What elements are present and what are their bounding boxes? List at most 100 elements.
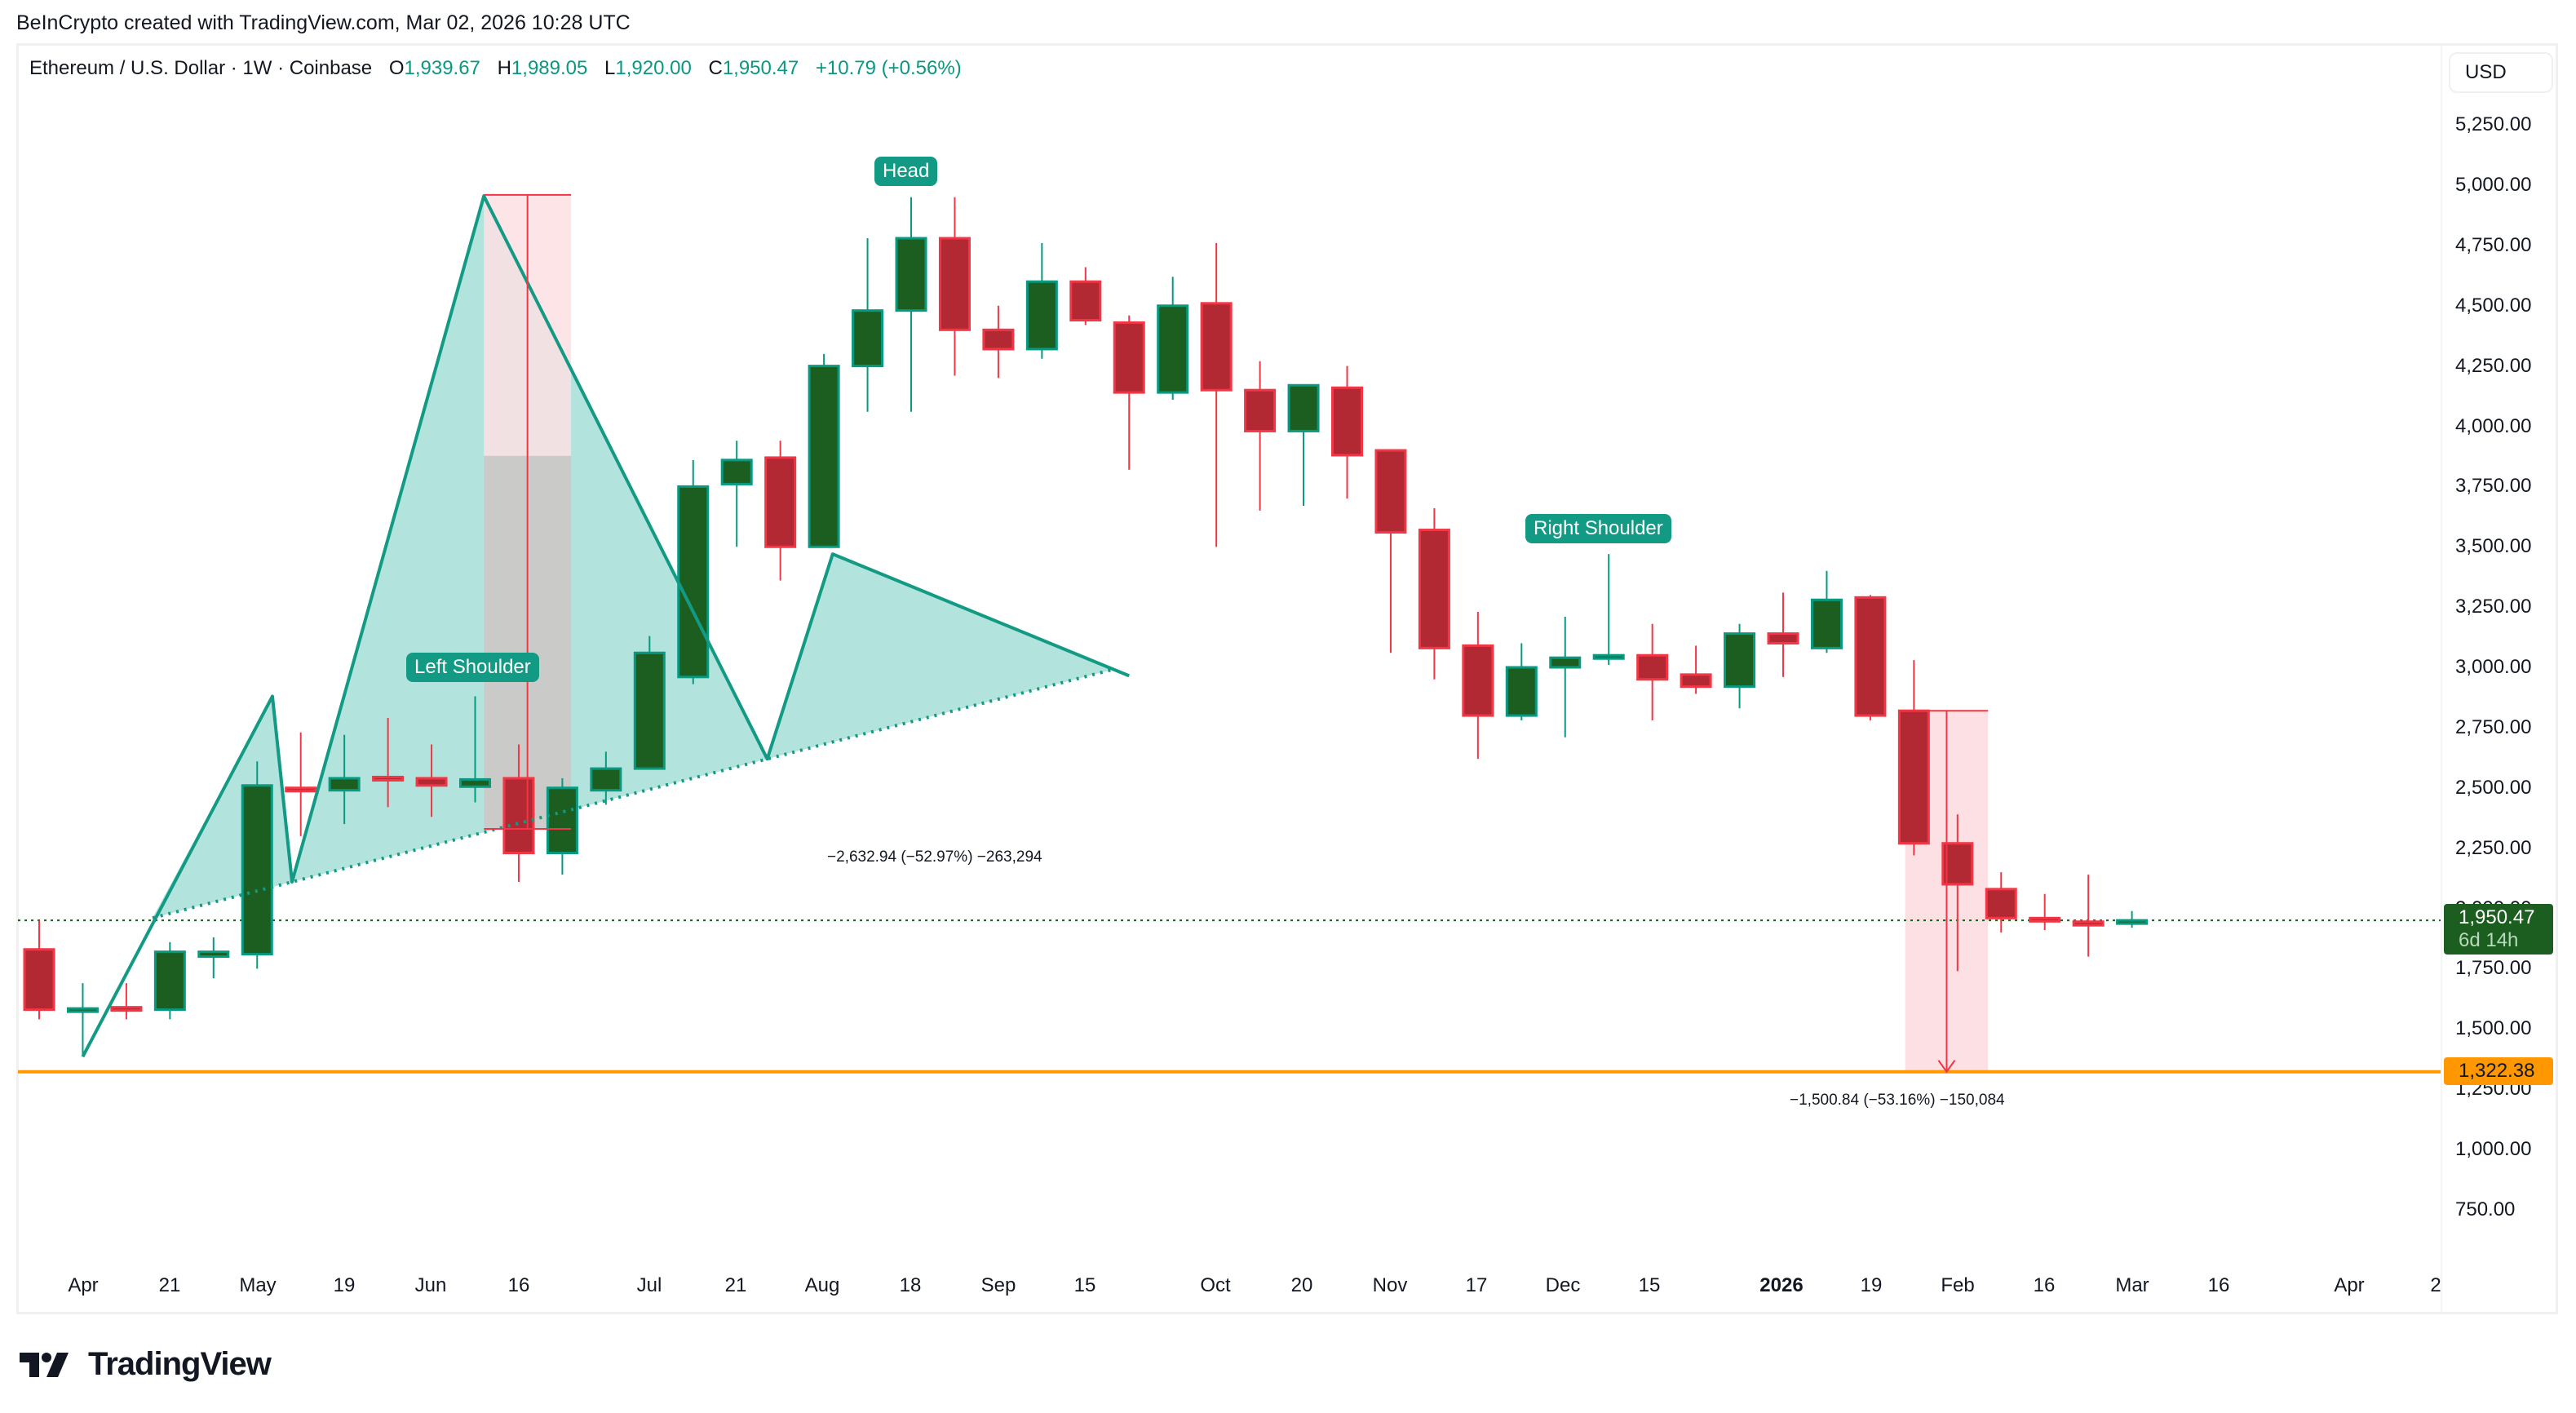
candle-body [415, 777, 448, 787]
symbol-title[interactable]: Ethereum / U.S. Dollar · 1W · Coinbase [29, 57, 373, 79]
candle-body [1244, 388, 1277, 432]
candle-body [2116, 919, 2149, 925]
candle-body [808, 365, 840, 548]
price-axis-label: 4,500.00 [2455, 294, 2532, 317]
time-axis-label: Aug [804, 1274, 840, 1296]
candle-body [1069, 280, 1102, 321]
close-label: C [708, 57, 723, 79]
candle-body [1113, 321, 1145, 394]
time-axis-label: 18 [899, 1274, 922, 1296]
neckline [152, 668, 1113, 920]
tradingview-logo[interactable]: TradingView [20, 1346, 272, 1383]
candle-body [372, 775, 405, 782]
time-axis-label: Apr [2334, 1274, 2365, 1296]
bar-countdown: 6d 14h [2459, 929, 2519, 951]
candle-body [153, 950, 186, 1012]
close-value: 1,950.47 [722, 57, 799, 79]
candle-body [1985, 888, 2017, 919]
time-axis-label: 2 [2430, 1274, 2441, 1296]
price-axis-label: 3,000.00 [2455, 656, 2532, 678]
candle-body [1200, 302, 1233, 392]
open-value: 1,939.67 [404, 57, 480, 79]
time-axis-label: 16 [2207, 1274, 2230, 1296]
candle-body [241, 784, 273, 956]
candle-body [1287, 383, 1320, 432]
time-axis-label: Nov [1372, 1274, 1408, 1296]
price-axis-label: 1,750.00 [2455, 957, 2532, 980]
price-axis-label: 4,750.00 [2455, 233, 2532, 256]
arrow-down-icon [1937, 1060, 1956, 1074]
candle-body [1680, 673, 1712, 689]
time-axis-label: 16 [2033, 1274, 2056, 1296]
time-axis-label: Feb [1941, 1274, 1975, 1296]
time-axis-label: 16 [507, 1274, 530, 1296]
chart-credit: BeInCrypto created with TradingView.com,… [16, 11, 631, 34]
candle-body [197, 950, 230, 959]
price-axis-label: 1,000.00 [2455, 1138, 2532, 1160]
candle-body [590, 767, 622, 792]
current-price-tag: 1,950.47 6d 14h [2444, 904, 2553, 955]
right-shoulder-label[interactable]: Right Shoulder [1525, 514, 1671, 543]
candle-body [1941, 842, 1974, 886]
time-axis-label: 19 [1860, 1274, 1883, 1296]
candle-body [764, 456, 797, 548]
candle-body [1897, 709, 1930, 845]
change-value: +10.79 (+0.56%) [815, 57, 962, 79]
candle-body [1418, 529, 1450, 649]
candle-body [2029, 916, 2061, 923]
candle-body [285, 786, 317, 793]
candle-body [1724, 632, 1756, 689]
candle-body [677, 485, 710, 679]
candle-body [1374, 449, 1407, 534]
time-axis-label: Oct [1200, 1274, 1231, 1296]
time-axis-label: 15 [1638, 1274, 1661, 1296]
candle-body [502, 777, 535, 855]
price-axis-label: 4,000.00 [2455, 414, 2532, 437]
price-axis-label: 5,000.00 [2455, 174, 2532, 196]
candle-body [895, 237, 927, 312]
time-axis-label: Mar [2115, 1274, 2149, 1296]
candle-body [720, 458, 753, 485]
candle-body [1854, 596, 1887, 717]
candle-body [852, 309, 884, 368]
time-axis-label: Jul [636, 1274, 662, 1296]
candle-body [938, 237, 971, 331]
time-axis-label: 19 [333, 1274, 356, 1296]
tradingview-wordmark: TradingView [88, 1346, 272, 1382]
time-axis-label: 21 [158, 1274, 181, 1296]
time-axis-label: Dec [1545, 1274, 1581, 1296]
high-value: 1,989.05 [511, 57, 588, 79]
candle-body [1636, 653, 1669, 681]
candle-body [1505, 666, 1538, 717]
low-value: 1,920.00 [615, 57, 692, 79]
candle-body [982, 328, 1015, 351]
tradingview-logo-icon [20, 1352, 69, 1377]
price-axis-label: 3,250.00 [2455, 596, 2532, 618]
candle-body [2072, 920, 2105, 927]
candle-body [1331, 386, 1363, 457]
price-axis-label: 5,250.00 [2455, 113, 2532, 136]
candle-body [1462, 644, 1494, 717]
low-label: L [604, 57, 616, 79]
currency-button[interactable]: USD [2449, 52, 2553, 93]
time-axis-label: 15 [1073, 1274, 1096, 1296]
candle-body [23, 948, 55, 1012]
time-axis-label: 20 [1290, 1274, 1313, 1296]
price-axis-separator [2441, 46, 2442, 1312]
candle-body [459, 777, 491, 788]
head-measure-text: −2,632.94 (−52.97%) −263,294 [827, 848, 1042, 866]
candle-body [66, 1007, 99, 1013]
time-axis-label: 17 [1465, 1274, 1488, 1296]
time-axis-label: May [239, 1274, 277, 1296]
candle-body [328, 777, 361, 792]
price-axis-label: 1,500.00 [2455, 1017, 2532, 1040]
price-axis-label: 750.00 [2455, 1198, 2516, 1220]
price-axis-label: 2,500.00 [2455, 776, 2532, 799]
price-axis-label: 4,250.00 [2455, 354, 2532, 377]
left-shoulder-label[interactable]: Left Shoulder [406, 653, 539, 682]
time-axis-label: 2026 [1759, 1274, 1804, 1296]
candle-body [110, 1006, 143, 1012]
head-label[interactable]: Head [874, 157, 938, 186]
time-axis-label: Jun [414, 1274, 447, 1296]
